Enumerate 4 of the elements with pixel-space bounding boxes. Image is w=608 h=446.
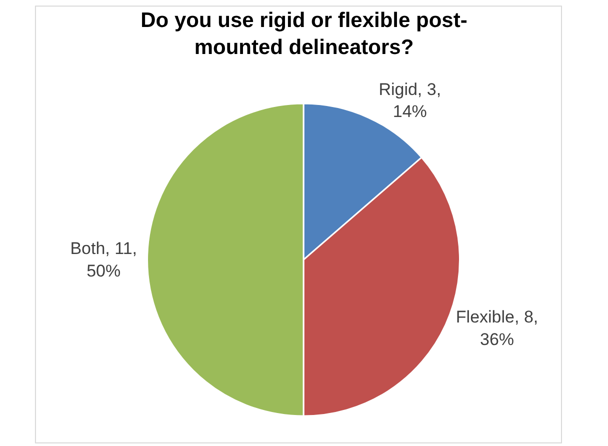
slice-label: Rigid, 3, 14% bbox=[378, 80, 442, 122]
slice-label: Both, 11, 50% bbox=[70, 239, 137, 280]
slice-label: Flexible, 8, 36% bbox=[456, 308, 538, 349]
chart-title: Do you use rigid or flexible post-mounted delineators? bbox=[140, 8, 468, 60]
